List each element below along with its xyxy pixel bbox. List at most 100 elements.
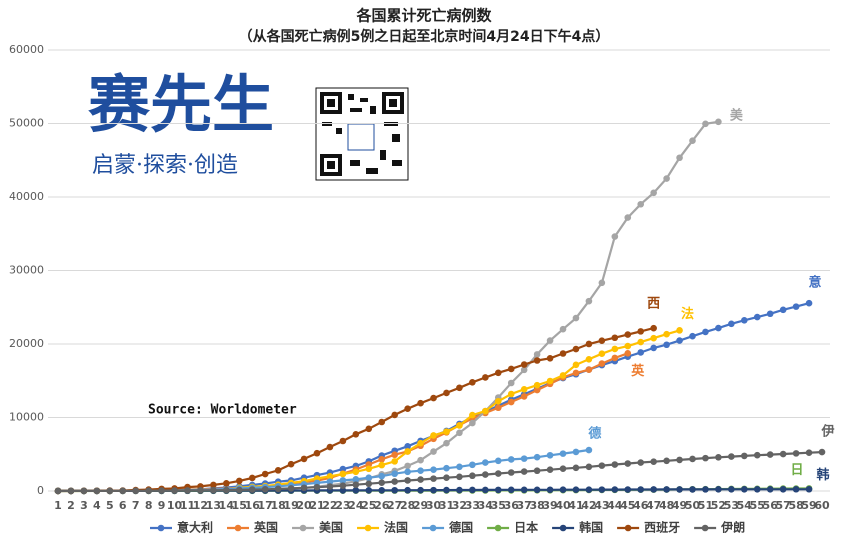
data-point [598, 337, 606, 344]
data-point [119, 487, 127, 495]
y-tick-label: 60000 [9, 43, 44, 56]
data-point [779, 485, 787, 493]
data-point [792, 303, 800, 310]
data-point [728, 320, 735, 328]
data-point [507, 365, 515, 373]
data-point [145, 487, 152, 494]
data-point [792, 485, 800, 493]
data-point [546, 337, 554, 344]
data-point [598, 360, 606, 367]
data-point [507, 456, 515, 463]
data-point [818, 448, 826, 456]
data-point [637, 459, 645, 466]
data-point [546, 377, 554, 385]
legend-item: 伊朗 [694, 520, 745, 535]
y-tick-label: 0 [37, 484, 44, 497]
data-point [689, 137, 696, 145]
data-point [559, 486, 567, 494]
data-point [430, 466, 437, 473]
series-end-label: 德 [588, 426, 601, 442]
data-point [741, 452, 748, 460]
x-tick-label: 18 [270, 499, 285, 512]
data-point [443, 486, 450, 494]
y-tick-label: 50000 [9, 117, 44, 130]
data-point [339, 437, 347, 445]
data-point [624, 214, 632, 221]
data-point [378, 418, 386, 426]
data-point [300, 484, 308, 492]
data-point [494, 404, 502, 412]
data-point [469, 378, 476, 386]
x-tick-label: 21 [309, 499, 324, 512]
data-point [611, 486, 619, 493]
data-point [404, 468, 411, 476]
x-tick-label: 19 [283, 499, 298, 512]
legend-label: 法国 [384, 520, 408, 535]
data-point [482, 486, 489, 494]
x-tick-label: 35 [491, 499, 506, 512]
data-point [274, 485, 282, 493]
data-point [54, 487, 62, 495]
x-tick-label: 12 [193, 499, 208, 512]
series-end-label: 西 [647, 297, 660, 312]
data-point [223, 486, 230, 494]
data-point [378, 487, 386, 494]
data-point [624, 486, 632, 493]
data-point [805, 299, 813, 307]
legend-item: 日本 [487, 520, 538, 535]
x-tick-label: 30 [426, 499, 442, 512]
data-point [417, 476, 424, 483]
data-point [365, 487, 373, 494]
data-point [469, 411, 476, 419]
data-point [702, 486, 709, 493]
data-point [352, 476, 360, 483]
x-tick-label: 42 [581, 499, 596, 512]
data-point [753, 485, 761, 493]
x-tick-label: 28 [400, 499, 415, 512]
data-point [210, 486, 217, 494]
data-point [482, 471, 489, 478]
x-tick-label: 6 [119, 499, 127, 512]
legend-item: 意大利 [150, 520, 213, 535]
x-tick-label: 23 [335, 499, 350, 512]
data-point [728, 486, 735, 493]
legend-label: 美国 [319, 520, 343, 535]
legend-label: 意大利 [177, 520, 213, 535]
data-point [598, 279, 606, 287]
series: 伊 [54, 424, 835, 495]
logo-name: 赛先生 [88, 68, 274, 141]
legend-label: 英国 [254, 520, 278, 535]
data-point [300, 455, 308, 463]
data-point [235, 486, 243, 494]
x-tick-label: 5 [106, 499, 114, 512]
x-tick-label: 22 [322, 499, 337, 512]
data-point [624, 460, 632, 467]
legend-item: 西班牙 [617, 520, 680, 535]
data-point [598, 462, 606, 469]
legend-item: 法国 [357, 520, 408, 535]
data-point [417, 456, 424, 464]
data-point [365, 425, 373, 433]
x-tick-label: 20 [296, 499, 312, 512]
x-tick-label: 47 [646, 499, 661, 512]
series-end-label: 美 [730, 107, 744, 123]
data-point [456, 422, 463, 429]
x-tick-label: 49 [672, 499, 687, 512]
data-point [585, 355, 593, 363]
data-point [650, 189, 657, 197]
series-end-label: 英 [630, 363, 645, 379]
data-point [339, 470, 347, 478]
data-point [67, 487, 75, 495]
logo-slogan: 启蒙·探索·创造 [92, 153, 238, 178]
data-point [261, 485, 269, 493]
data-point [520, 386, 528, 393]
data-point [456, 384, 463, 392]
data-point [171, 487, 178, 494]
x-tick-label: 31 [439, 499, 454, 512]
data-point [520, 361, 528, 368]
data-point [378, 472, 386, 480]
data-point [352, 468, 360, 476]
data-point [326, 473, 334, 480]
data-point [287, 485, 295, 492]
x-tick-label: 10 [167, 499, 183, 512]
